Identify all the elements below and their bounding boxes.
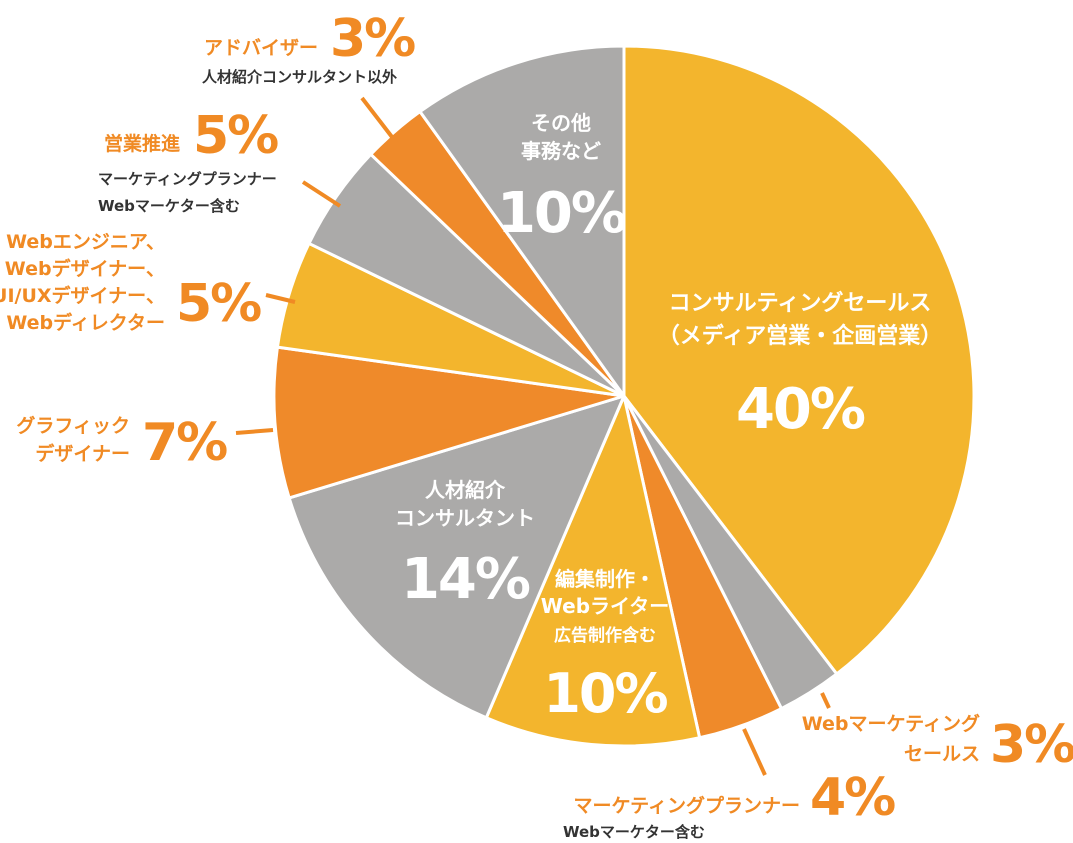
slice-name-label: コンサルタント bbox=[395, 506, 535, 530]
slice-name-label: Webディレクター bbox=[6, 311, 165, 334]
slice-note-label: Webマーケター含む bbox=[98, 197, 240, 215]
slice-name-label: Webライター bbox=[541, 594, 669, 618]
slice-name-label: アドバイザー bbox=[204, 37, 318, 59]
pie-slice bbox=[287, 394, 626, 720]
slice-name-label: その他 bbox=[531, 111, 591, 135]
slice-value-label: 10% bbox=[497, 181, 626, 246]
slice-note-label: 広告制作含む bbox=[554, 625, 656, 646]
slice-value-label: 10% bbox=[543, 662, 667, 725]
pie-slice bbox=[484, 394, 702, 748]
slice-value-label: 7% bbox=[142, 413, 227, 473]
slice-value-label: 5% bbox=[193, 106, 278, 166]
slice-name-label: 編集制作・ bbox=[555, 567, 655, 591]
leader-line bbox=[265, 293, 296, 304]
slice-name-label: Webデザイナー、 bbox=[5, 257, 165, 280]
pie-slice bbox=[622, 44, 976, 676]
leader-line bbox=[820, 692, 831, 709]
slice-name-label: コンサルティングセールス bbox=[669, 290, 932, 316]
slice-note-label: Webマーケター含む bbox=[563, 823, 705, 841]
slice-value-label: 14% bbox=[401, 547, 530, 612]
slice-name-label: マーケティングプランナー bbox=[574, 794, 800, 817]
slice-note-label: マーケティングプランナー bbox=[98, 170, 277, 188]
slice-value-label: 3% bbox=[330, 9, 415, 69]
slice-name-label: Webマーケティング bbox=[802, 712, 980, 735]
slice-name-label: グラフィック bbox=[16, 414, 130, 437]
slice-name-label: （メディア営業・企画営業） bbox=[658, 323, 942, 349]
slice-name-label: デザイナー bbox=[35, 442, 130, 465]
slice-note-label: 人材紹介コンサルタント以外 bbox=[202, 68, 397, 86]
slice-name-label: 事務など bbox=[521, 139, 601, 163]
leader-line bbox=[235, 428, 274, 435]
slice-name-label: 人材紹介 bbox=[425, 478, 506, 502]
leader-line bbox=[301, 180, 342, 208]
pie-slice bbox=[418, 44, 626, 398]
slice-value-label: 4% bbox=[810, 768, 895, 828]
slice-value-label: 5% bbox=[176, 274, 261, 334]
slice-name-label: セールス bbox=[904, 743, 980, 765]
slice-name-label: Webエンジニア、 bbox=[6, 231, 165, 253]
slice-value-label: 40% bbox=[736, 377, 865, 442]
leader-line bbox=[742, 728, 767, 776]
slice-name-label: UI/UXデザイナー、 bbox=[0, 284, 165, 307]
slice-name-label: 営業推進 bbox=[104, 132, 180, 155]
slice-value-label: 3% bbox=[990, 715, 1073, 775]
leader-line bbox=[360, 96, 394, 139]
